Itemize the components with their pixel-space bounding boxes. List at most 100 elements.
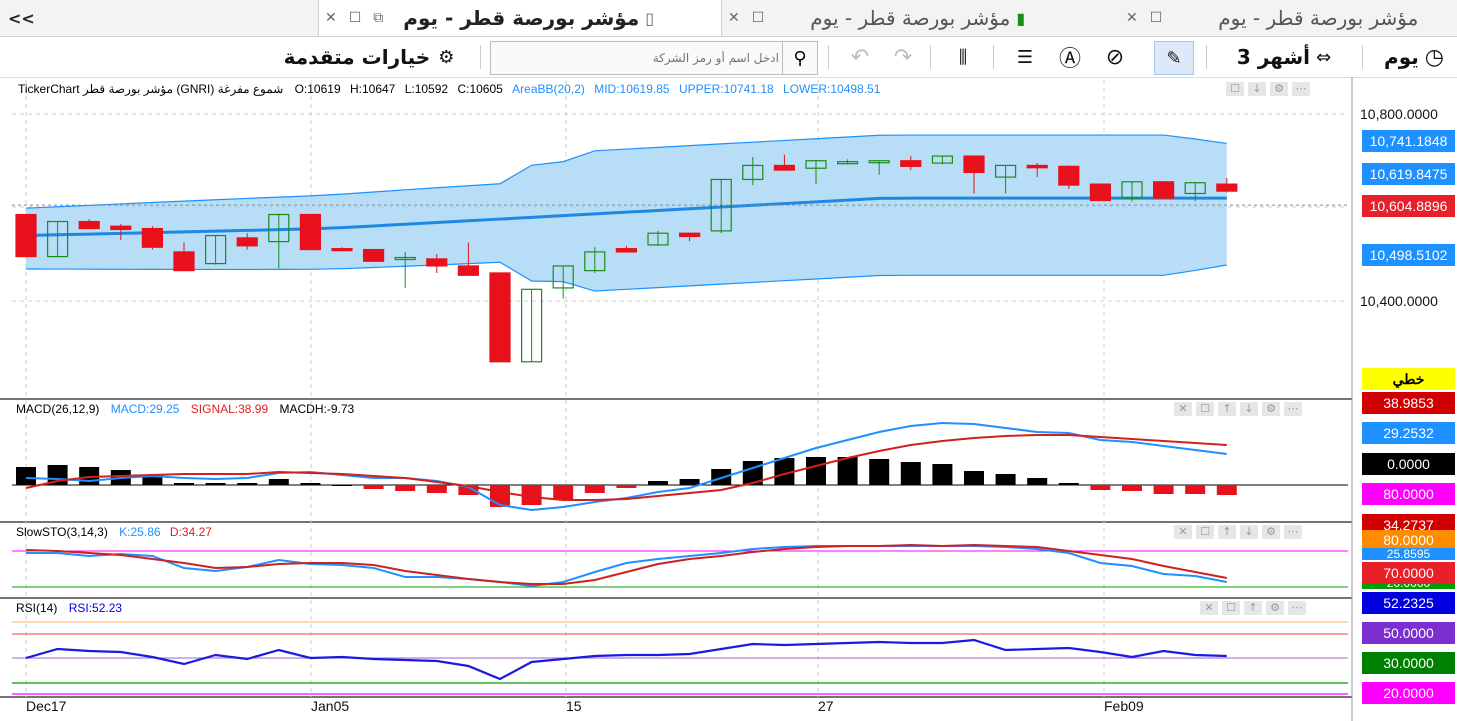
tab-active[interactable]: ✕ ☐ ⧉ مؤشر بورصة قطر - يوم ▯ [318,0,722,36]
candle-body [773,164,796,171]
detach-icon[interactable]: ⧉ [373,10,384,26]
macd-histogram-bar [837,457,858,485]
maximize-icon[interactable]: ☐ [1196,402,1214,416]
macd-histogram-bar [900,462,921,485]
candle-body [710,178,732,232]
period-selector[interactable]: يوم ◷ [1376,41,1452,73]
candle-body [46,220,69,258]
candle-body [299,213,321,251]
maximize-icon[interactable]: ☐ [1226,82,1244,96]
tab-middle[interactable]: ✕ ☐ مؤشر بورصة قطر - يوم ▮ [722,0,1114,36]
more-icon[interactable]: ⋯ [1288,601,1306,615]
search-icon: ⚲ [793,47,807,69]
macd-name: MACD(26,12,9) [16,402,100,416]
candle-body [1152,181,1175,199]
arrow-down-icon[interactable]: ↓ [1240,525,1258,539]
bars-icon: ☰ [1016,46,1034,68]
close-icon[interactable]: ✕ [325,10,337,26]
candle-body [615,248,638,253]
macd-histogram-bar [363,485,384,489]
candle-body [457,265,479,276]
undo-button[interactable]: ↶ [845,41,875,73]
macd-zero-label: 0.0000 [1362,453,1455,475]
candle-body [489,272,511,363]
macd-histogram-bar [142,475,163,485]
more-icon[interactable]: ⋯ [1284,525,1302,539]
close-icon[interactable]: ✕ [1126,10,1138,26]
x-tick: Jan05 [311,698,350,714]
tab-collapse-label: << [8,8,35,28]
maximize-icon[interactable]: ☐ [1196,525,1214,539]
macd-histogram-bar [1058,483,1079,485]
candle-body [742,164,764,181]
brand-label: TickerChart [18,82,80,96]
candle-body [805,160,827,169]
advanced-options-button[interactable]: خيارات متقدمة ⚙ [274,41,464,73]
settings-icon[interactable]: ⚙ [1262,525,1280,539]
tab-collapse-button[interactable]: << [8,0,35,36]
symbol-label: مؤشر بورصة قطر (GNRI) [82,82,215,96]
sto-d-line [25,543,1227,585]
redo-button[interactable]: ↷ [888,41,918,73]
settings-icon[interactable]: ⚙ [1266,601,1284,615]
candle-body [678,232,701,238]
close-icon[interactable]: ✕ [728,10,740,26]
arrow-up-icon[interactable]: ↑ [1218,525,1236,539]
search-button[interactable]: ⚲ [782,42,817,74]
candle-body [1216,183,1238,192]
rsi-value: RSI:52.23 [68,601,123,615]
bb-mid: MID:10619.85 [594,82,670,96]
maximize-icon[interactable]: ☐ [1149,10,1163,26]
arrow-down-icon[interactable]: ↓ [1248,82,1266,96]
rsi-panel-title: RSI(14) RSI:52.23 [16,601,122,615]
close-icon[interactable]: ✕ [1200,601,1218,615]
more-icon[interactable]: ⋯ [1284,402,1302,416]
macdh-value: MACDH:-9.73 [279,402,355,416]
mid-band-label: 10,619.8475 [1362,163,1455,185]
macd-histogram-bar [426,485,447,493]
maximize-icon[interactable]: ☐ [348,10,362,26]
x-tick: Feb09 [1104,698,1144,714]
settings-icon[interactable]: ⚙ [1262,402,1280,416]
close-icon[interactable]: ✕ [1174,525,1192,539]
more-icon[interactable]: ⋯ [1292,82,1310,96]
chart-style-label: شموع مفرغة [217,82,284,96]
candle-body [110,225,132,231]
maximize-icon[interactable]: ☐ [751,10,765,26]
linear-scale-button[interactable]: خطي [1362,368,1455,390]
tab-title: مؤشر بورصة قطر - يوم [403,6,640,30]
company-search: ⚲ [490,41,818,75]
candle-body [963,155,985,174]
arrow-up-icon[interactable]: ↑ [1218,402,1236,416]
tab-title: مؤشر بورصة قطر - يوم [810,6,1011,30]
candles-button[interactable]: ⫼ [947,41,979,73]
arrow-down-icon[interactable]: ↓ [1240,402,1258,416]
tab-right[interactable]: ✕ ☐ مؤشر بورصة قطر - يوم [1120,0,1457,36]
indicator-icon: ⊘ [1105,44,1125,70]
candle-body [268,213,290,243]
sto-k-line [26,545,1227,588]
candle-body [1184,182,1206,195]
bb-name: AreaBB(20,2) [512,82,585,96]
settings-icon[interactable]: ⚙ [1270,82,1288,96]
indicator-button[interactable]: ⊘ [1100,41,1130,73]
x-tick: Dec17 [26,698,67,714]
macd-line [25,421,1227,512]
range-selector[interactable]: 3 أشهر ⇔ [1224,41,1344,73]
candle-body [900,160,922,167]
maximize-icon[interactable]: ☐ [1222,601,1240,615]
arrow-up-icon[interactable]: ↑ [1244,601,1262,615]
search-input[interactable] [495,45,781,71]
rsi-50-label: 50.0000 [1362,622,1455,644]
macd-signal-line [25,434,1227,501]
alert-button[interactable]: Ⓐ [1055,41,1085,73]
macd-histogram-bar [1027,478,1048,485]
candle-body [15,213,37,258]
layout-button[interactable]: ☰ [1010,41,1040,73]
signal-value: SIGNAL:38.99 [190,402,269,416]
close-icon[interactable]: ✕ [1174,402,1192,416]
draw-tool-button[interactable]: ✎ [1154,41,1194,75]
candles-icon: ⫼ [958,46,968,68]
clock-icon: ◷ [1424,44,1444,70]
